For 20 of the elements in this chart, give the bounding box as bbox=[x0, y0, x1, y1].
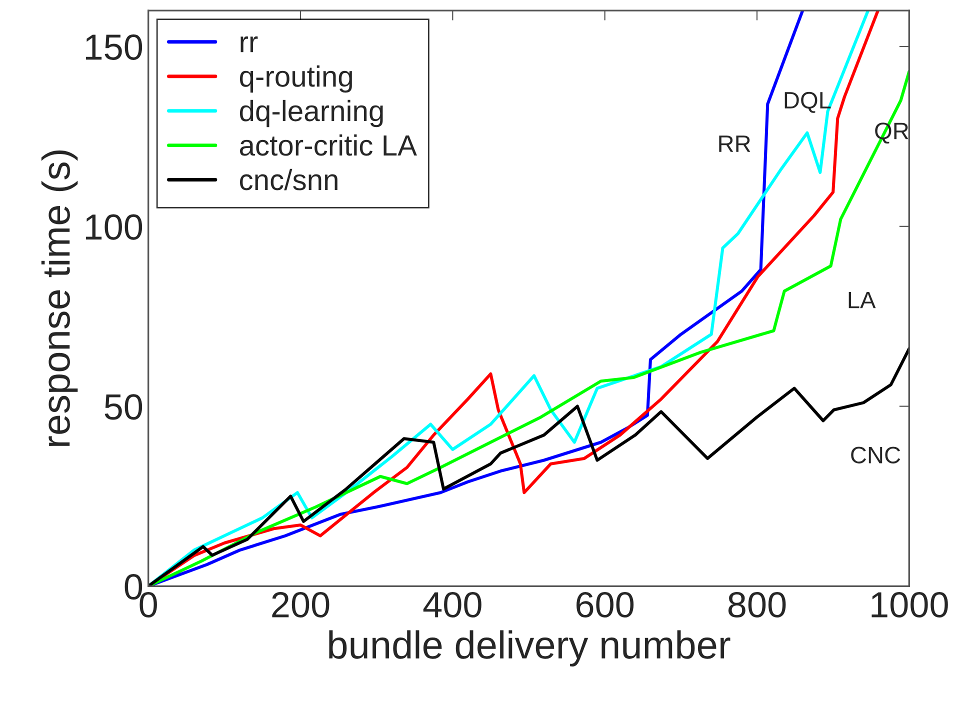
x-tick-label: 800 bbox=[728, 592, 786, 618]
x-tick-label: 400 bbox=[423, 592, 482, 618]
x-tick-label: 1000 bbox=[872, 592, 948, 618]
annotation: DQL bbox=[784, 92, 831, 113]
legend-label: q-routing bbox=[240, 65, 352, 93]
y-tick-label: 150 bbox=[86, 34, 142, 60]
x-tick-label: 600 bbox=[576, 592, 634, 618]
x-tick-label: 200 bbox=[272, 592, 330, 618]
annotation: CNC bbox=[851, 446, 900, 464]
y-axis-title: response time (s) bbox=[41, 150, 78, 446]
legend-label: cnc/snn bbox=[240, 168, 338, 190]
annotation: RR bbox=[719, 136, 750, 152]
annotation: LA bbox=[848, 292, 876, 308]
legend-label: actor-critic LA bbox=[240, 134, 417, 156]
x-axis-title: bundle delivery number bbox=[329, 630, 730, 666]
legend-label: dq-learning bbox=[240, 100, 383, 128]
y-tick-label: 0 bbox=[124, 574, 142, 600]
y-tick-label: 100 bbox=[86, 214, 142, 240]
y-tick-label: 50 bbox=[104, 394, 142, 420]
legend-label: rr bbox=[240, 36, 258, 52]
